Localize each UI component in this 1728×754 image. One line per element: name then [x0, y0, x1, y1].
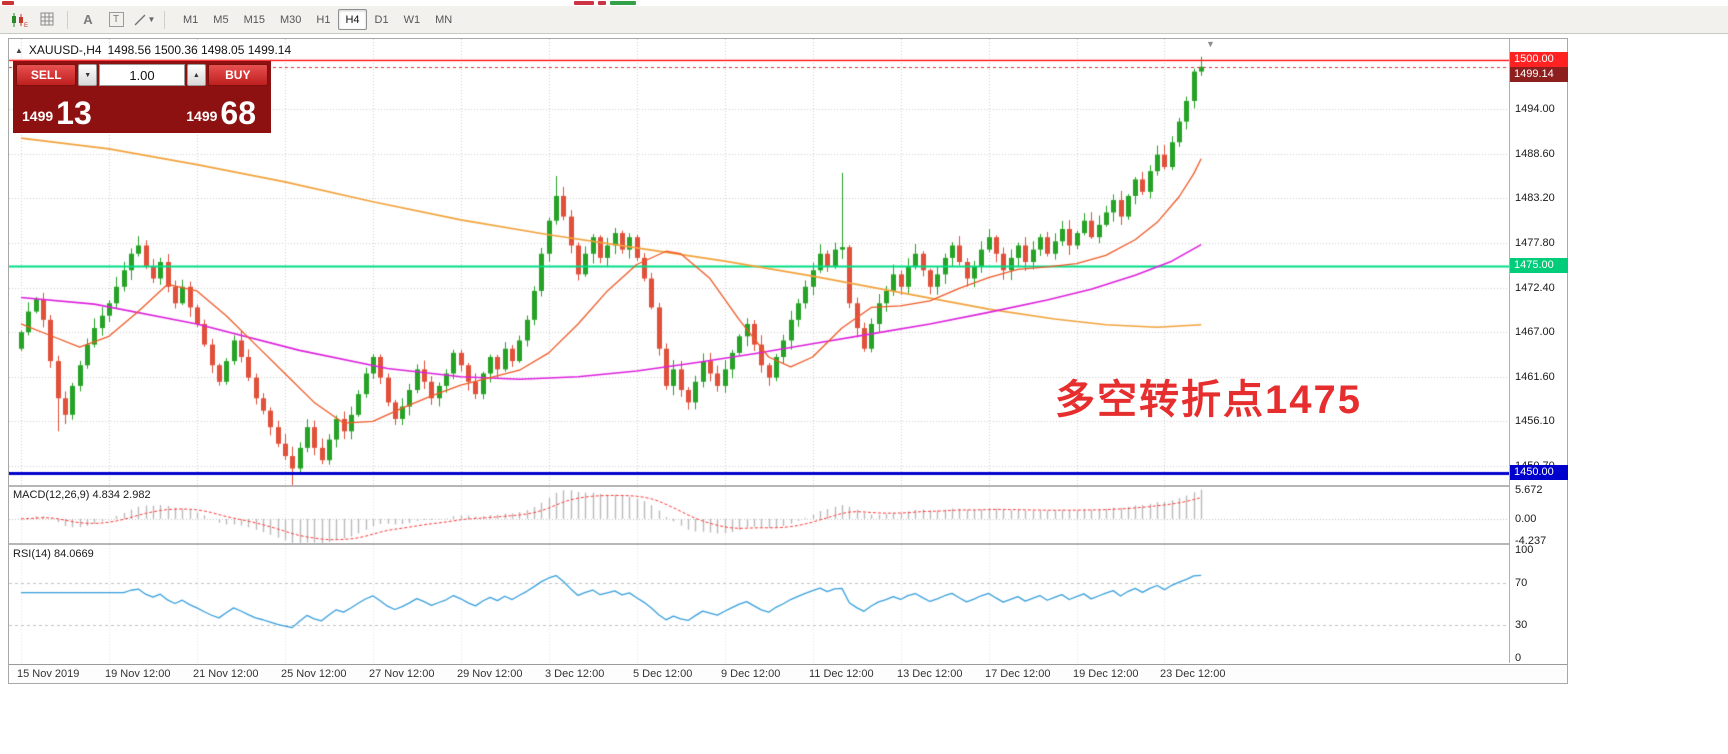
price-badge: 1500.00: [1510, 52, 1568, 67]
timeframe-h1[interactable]: H1: [316, 13, 331, 26]
time-tick-label: 17 Dec 12:00: [985, 668, 1051, 680]
price-tick-label: 1494.00: [1515, 103, 1555, 115]
rsi-label: RSI(14) 84.0669: [13, 548, 94, 560]
one-click-trading-panel: SELL ▼ ▲ BUY 1499 13 1499 68: [13, 61, 271, 133]
timeframe-w1[interactable]: W1: [403, 13, 421, 26]
chart-annotation: 多空转折点1475: [1055, 378, 1362, 422]
macd-tick-label: 5.672: [1515, 484, 1543, 496]
timeframe-m1[interactable]: M1: [183, 13, 199, 26]
macd-label: MACD(12,26,9) 4.834 2.982: [13, 489, 151, 501]
tab-fragment: [598, 1, 606, 5]
price-tick-label: 1477.80: [1515, 237, 1555, 249]
bid-price: 1499 13: [22, 94, 92, 131]
text-tool-letter: A: [83, 12, 93, 27]
panel-separator[interactable]: [9, 485, 1567, 487]
chart-shift-marker[interactable]: ▼: [1206, 39, 1215, 49]
time-tick-label: 11 Dec 12:00: [809, 668, 874, 680]
time-tick-label: 13 Dec 12:00: [897, 668, 963, 680]
svg-text:E: E: [24, 23, 28, 28]
price-badge: 1450.00: [1510, 465, 1568, 480]
time-tick-label: 29 Nov 12:00: [457, 668, 523, 680]
trendline-tool-icon[interactable]: ▼: [131, 9, 157, 31]
timeframe-mn[interactable]: MN: [435, 13, 453, 26]
template-tool-icon[interactable]: T: [103, 9, 129, 31]
macd-canvas[interactable]: [9, 487, 1509, 543]
timeframe-h4[interactable]: H4: [338, 9, 367, 30]
candlestick-glyph: E: [12, 12, 28, 28]
rsi-tick-label: 100: [1515, 544, 1534, 556]
text-tool-icon[interactable]: A: [75, 9, 101, 31]
price-tick-label: 1456.10: [1515, 415, 1555, 427]
buy-button[interactable]: BUY: [207, 64, 268, 86]
price-badge: 1475.00: [1510, 258, 1568, 273]
time-tick-label: 25 Nov 12:00: [281, 668, 347, 680]
price-badge: 1499.14: [1510, 67, 1568, 82]
chevron-down-icon: ▼: [147, 15, 156, 24]
grid-glyph: [40, 12, 53, 26]
price-tick-label: 1483.20: [1515, 192, 1555, 204]
timeframe-group: M1 M5 M15 M30 H1 H4 D1 W1 MN: [176, 9, 459, 30]
tab-fragment: [2, 1, 14, 5]
price-tick-label: 1461.60: [1515, 371, 1555, 383]
time-tick-label: 19 Nov 12:00: [105, 668, 171, 680]
ask-price-small: 1499: [186, 108, 218, 124]
caret-up-icon: ▲: [192, 71, 200, 79]
collapse-triangle-icon: ▲: [15, 45, 23, 55]
sell-button[interactable]: SELL: [16, 64, 77, 86]
ohlc-readout: 1498.56 1500.36 1498.05 1499.14: [107, 43, 292, 57]
symbol-name: XAUUSD-,H4: [28, 43, 102, 57]
bid-price-small: 1499: [22, 108, 54, 124]
tab-fragment: [610, 1, 636, 5]
macd-tick-label: 0.00: [1515, 513, 1537, 525]
time-axis: 15 Nov 2019 19 Nov 12:00 21 Nov 12:00 25 No…: [9, 664, 1567, 683]
time-tick-label: 3 Dec 12:00: [545, 668, 605, 680]
ask-price: 1499 68: [186, 94, 256, 131]
rsi-canvas[interactable]: [9, 545, 1509, 663]
ask-price-big: 68: [220, 94, 256, 131]
chart-window: ▲ XAUUSD-,H4 1498.56 1500.36 1498.05 149…: [8, 38, 1568, 684]
time-tick-label: 9 Dec 12:00: [721, 668, 781, 680]
rsi-tick-label: 70: [1515, 577, 1528, 589]
timeframe-d1[interactable]: D1: [374, 13, 389, 26]
timeframe-m30[interactable]: M30: [279, 13, 302, 26]
price-tick-label: 1488.60: [1515, 148, 1555, 160]
symbol-header: ▲ XAUUSD-,H4 1498.56 1500.36 1498.05 149…: [15, 43, 291, 57]
cropped-tabs-strip: [0, 0, 1728, 6]
timeframe-m15[interactable]: M15: [243, 13, 265, 26]
toolbar-separator: [67, 10, 68, 29]
timeframe-m5[interactable]: M5: [213, 13, 229, 26]
chart-type-icon[interactable]: E: [6, 9, 32, 31]
time-tick-label: 21 Nov 12:00: [193, 668, 259, 680]
rsi-tick-label: 0: [1515, 652, 1522, 664]
time-tick-label: 27 Nov 12:00: [369, 668, 435, 680]
volume-input[interactable]: [99, 64, 185, 86]
panel-separator[interactable]: [9, 543, 1567, 545]
toolbar: E A T ▼ M1 M5 M15 M30 H1 H4 D1 W1 MN: [0, 6, 1728, 34]
price-tick-label: 1472.40: [1515, 282, 1555, 294]
template-tool-letter: T: [108, 12, 124, 27]
price-axis: 1494.00 1488.60 1483.20 1477.80 1472.40 1467.…: [1509, 39, 1568, 664]
macd-tick-label: -4.237: [1515, 535, 1547, 547]
rsi-tick-label: 30: [1515, 619, 1528, 631]
time-tick-label: 19 Dec 12:00: [1073, 668, 1139, 680]
tab-fragment: [574, 1, 594, 5]
volume-increase-button[interactable]: ▲: [187, 64, 206, 86]
volume-decrease-button[interactable]: ▼: [78, 64, 97, 86]
bid-price-big: 13: [56, 94, 92, 131]
time-tick-label: 15 Nov 2019: [17, 668, 80, 680]
time-tick-label: 5 Dec 12:00: [633, 668, 693, 680]
trendline-glyph: [134, 13, 146, 26]
toolbar-separator: [164, 10, 165, 29]
caret-down-icon: ▼: [84, 71, 92, 79]
price-tick-label: 1467.00: [1515, 326, 1555, 338]
time-tick-label: 23 Dec 12:00: [1160, 668, 1226, 680]
grid-icon[interactable]: [34, 9, 60, 31]
